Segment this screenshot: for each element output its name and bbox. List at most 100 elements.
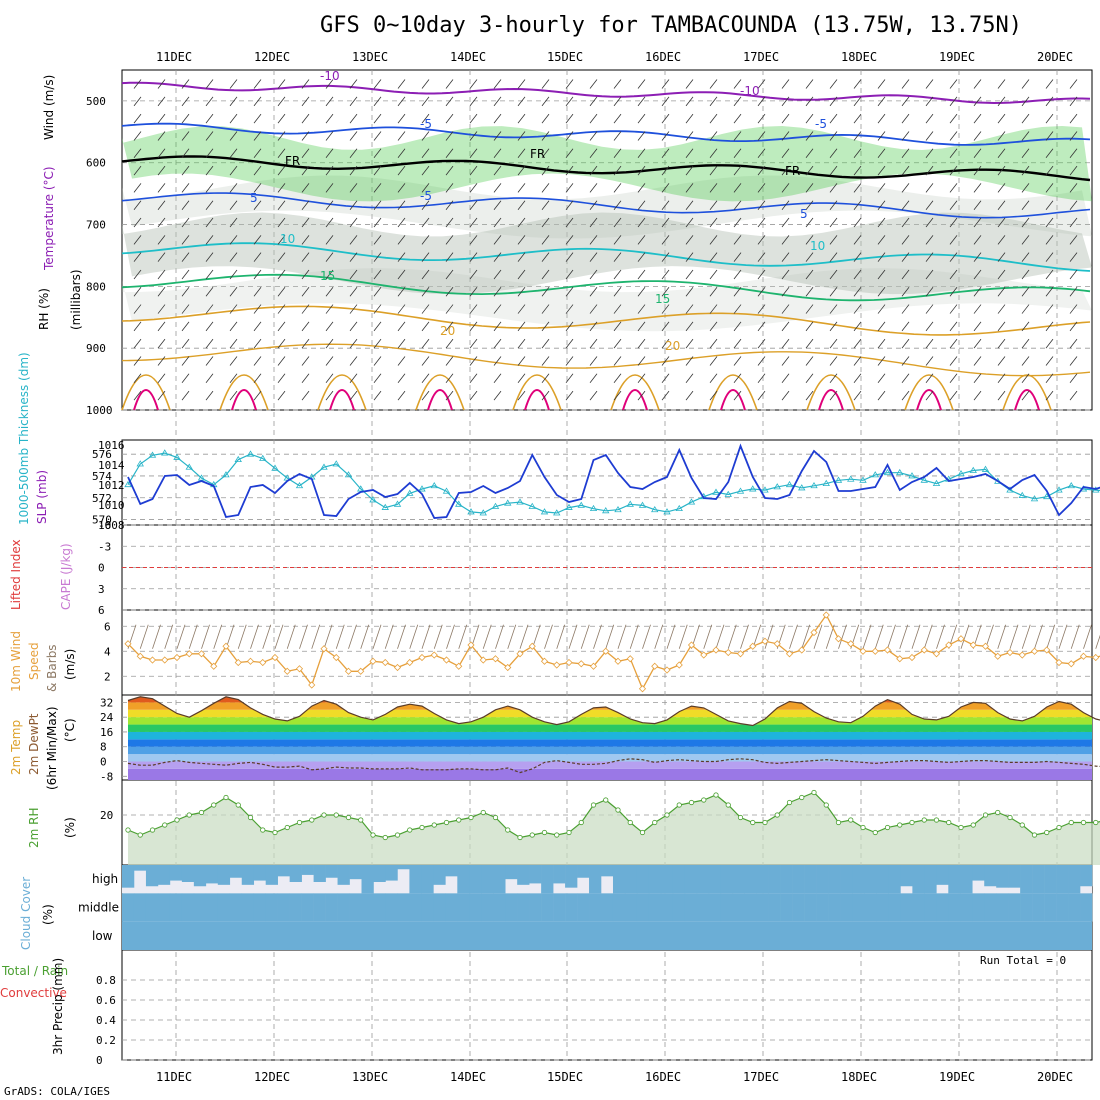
rh-point [211,802,217,808]
cloud-middle-bar [325,893,338,922]
wind-barb [661,200,670,210]
wind-barb [997,304,1006,314]
pressure-tick: 700 [86,219,106,232]
cloud-middle-bar [169,893,183,922]
wind-barb [1069,356,1078,366]
wind-barb [181,131,190,141]
wind-speed-point [136,652,144,660]
cloud-high-bar [648,865,662,894]
date-tick-bottom: 11DEC [156,1070,192,1084]
thickness-point [712,488,720,495]
wind-barb [805,252,814,262]
wind-barb [925,269,934,280]
thickness-point [430,481,438,489]
wind-barb [805,321,814,332]
date-tick-bottom: 20DEC [1037,1070,1073,1084]
wind-barb [397,113,406,124]
wind-barb-10m [801,624,811,649]
wind-barb-10m [458,624,468,649]
cloud-middle-bar [313,893,326,922]
temp-tick: 0 [100,756,107,769]
wind-barb [277,217,286,228]
isotherm-label: FR [285,154,300,168]
rh-point [921,817,927,823]
wind-barb [901,373,910,384]
cloud-high-bar [888,865,901,894]
rh-shading-mid [122,212,1092,295]
cloud-high-bar [122,865,135,888]
wind-barb [661,131,670,141]
wind-barb [925,131,934,141]
wind-barb [277,235,286,245]
wind-barb [349,373,358,384]
wind-barb [349,165,358,176]
rh-point [1093,819,1099,826]
cloud-middle-bar [337,893,350,922]
wind-speed-point [700,651,708,659]
wind-barb [253,252,262,262]
rh-point [615,807,621,813]
wind-barb [997,165,1006,176]
precip-tick: 0.8 [96,974,116,987]
wind-barb [493,183,502,193]
wind-barb [637,252,646,262]
wind-barb [325,338,334,349]
wind-speed-point [577,660,585,668]
wind-barb [997,356,1006,366]
wind-barb [253,373,262,384]
rh-point [701,797,707,803]
wind-speed-point [467,641,475,649]
cloud-high-bar [768,865,781,894]
wind-barb-10m [997,624,1007,649]
wind-barb [805,269,814,280]
wind-barb [541,183,550,193]
cloud-high-bar [1080,865,1093,887]
rh-point [835,819,842,826]
rh-point [811,789,817,796]
temp-loop-warm [231,389,257,411]
wind-barb [421,373,430,384]
temp-band [128,717,1092,725]
wind-barb-10m [556,624,566,649]
rh-point [946,819,952,826]
cloud-high-bar [636,865,650,894]
cloud-high-bar [433,865,446,885]
precip-tick: 0.4 [96,1014,116,1027]
wind-barb [541,200,550,210]
wind-barb [493,217,502,228]
rh-point [933,817,940,823]
wind-barb [565,252,574,262]
wind-barb [829,113,838,124]
wind-barb [1045,183,1054,193]
wind-barb [397,200,406,210]
wind-speed-point [994,652,1002,660]
wind-barb [1069,200,1078,210]
wind-barb [757,200,766,210]
wind-barb [421,217,430,228]
cloud-middle-bar [553,893,566,922]
wind-barb [613,287,622,297]
rh-point [860,824,866,831]
wind-barb [1021,131,1030,141]
wind-barb [301,287,310,297]
wind-barb [997,200,1006,210]
date-tick-top: 13DEC [352,50,388,64]
wind-barb [901,235,910,245]
cloud-middle-bar [996,893,1009,922]
rh-point [480,809,486,816]
wind-barb [445,217,454,228]
wind-barb [517,373,526,384]
wind-barb [901,321,910,332]
temp-loop-warm [720,389,746,411]
wind-barb [325,79,334,89]
wind-barb [277,183,286,193]
cloud-high-bar [936,865,949,885]
cloud-middle-bar [1032,893,1045,922]
wind-barb [541,321,550,332]
wind-barb [517,113,526,124]
wind-barb [565,131,574,141]
wind-barb [277,356,286,366]
wind-barb [613,200,622,210]
wind-barb [613,79,622,89]
isotherm-line [121,81,1091,105]
